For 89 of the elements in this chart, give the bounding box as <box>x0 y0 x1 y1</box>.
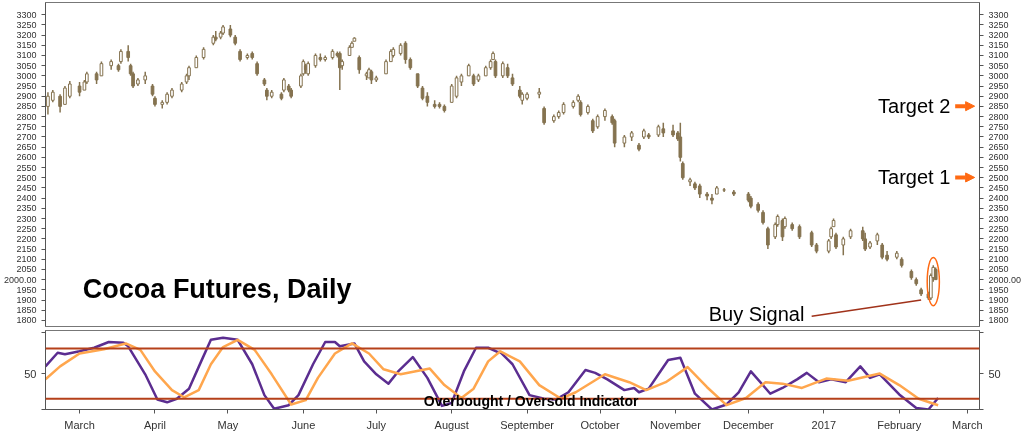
y2-tick-label: 2450 <box>988 182 1009 193</box>
y2-tick-label: 2100 <box>988 254 1009 265</box>
y-tick-label: 3150 <box>16 40 37 51</box>
y2-tick-label: 2150 <box>988 244 1009 255</box>
candlestick <box>357 54 362 75</box>
y-tick-label: 2950 <box>16 81 37 92</box>
y2-tick-label: 2750 <box>988 121 1009 132</box>
y-tick-label: 2900 <box>16 91 37 102</box>
x-tick-label: December <box>723 418 775 431</box>
candlestick <box>766 225 770 250</box>
y-tick-label: 1850 <box>16 305 37 316</box>
y-tick-label: 3050 <box>16 60 37 71</box>
candlestick <box>680 160 685 181</box>
y-tick-label: 2250 <box>16 223 37 234</box>
annotation: Target 1 <box>878 166 951 189</box>
y2-tick-label: 3150 <box>988 40 1009 51</box>
y2-tick-label: 3250 <box>988 19 1009 30</box>
y2-tick-label: 2900 <box>988 91 1009 102</box>
y-tick-label: 2000.00 <box>3 274 37 285</box>
y2-tick-label: 1900 <box>988 295 1009 306</box>
y2-tick-label: 2250 <box>988 223 1009 234</box>
text: 50 <box>24 367 37 380</box>
y2-tick-label: 1950 <box>988 284 1009 295</box>
y-tick-label: 2300 <box>16 213 37 224</box>
text: Cocoa Futures, Daily <box>82 273 352 304</box>
y-tick-label: 2500 <box>16 172 37 183</box>
y2-tick-label: 2500 <box>988 172 1009 183</box>
y-tick-label: 2600 <box>16 152 37 163</box>
y-tick-label: 2050 <box>16 264 37 275</box>
y2-tick-label: 2300 <box>988 213 1009 224</box>
x-tick-label: March <box>64 418 95 431</box>
y-tick-label: 3250 <box>16 19 37 30</box>
y-tick-label: 2100 <box>16 254 37 265</box>
y2-tick-label: 2800 <box>988 111 1009 122</box>
y-tick-label: 2400 <box>16 193 37 204</box>
y2-tick-label: 3200 <box>988 30 1009 41</box>
x-tick-label: November <box>650 418 702 431</box>
y-tick-label: 3200 <box>16 30 37 41</box>
y-tick-label: 2200 <box>16 233 37 244</box>
y2-tick-label: 1850 <box>988 305 1009 316</box>
y-tick-label: 2450 <box>16 182 37 193</box>
x-tick-label: August <box>434 418 469 431</box>
x-tick-label: 2017 <box>811 418 837 431</box>
y2-tick-label: 3050 <box>988 60 1009 71</box>
annotation: Target 2 <box>878 95 951 118</box>
candlestick <box>403 40 408 65</box>
candlestick <box>454 75 459 100</box>
candlestick <box>542 105 546 126</box>
candlestick <box>612 117 617 148</box>
y2-tick-label: 3000 <box>988 70 1009 81</box>
y-tick-label: 3300 <box>16 9 37 20</box>
x-tick-label: February <box>877 418 922 431</box>
y2-tick-label: 2350 <box>988 203 1009 214</box>
x-tick-label: October <box>580 418 620 431</box>
y-tick-label: 3100 <box>16 50 37 61</box>
y-tick-label: 2850 <box>16 101 37 112</box>
y2-tick-label: 1800 <box>988 315 1009 326</box>
y-tick-label: 2550 <box>16 162 37 173</box>
y-tick-label: 1950 <box>16 284 37 295</box>
y2-tick-label: 2650 <box>988 142 1009 153</box>
y2-tick-label: 3100 <box>988 50 1009 61</box>
y-tick-label: 2150 <box>16 244 37 255</box>
y-tick-label: 2700 <box>16 131 37 142</box>
y2-tick-label: 2200 <box>988 233 1009 244</box>
y-tick-label: 1900 <box>16 295 37 306</box>
text: 50 <box>988 367 1001 380</box>
x-tick-label: July <box>366 418 387 431</box>
y-tick-label: 2750 <box>16 121 37 132</box>
annotation: Buy Signal <box>708 303 805 326</box>
y2-tick-label: 2600 <box>988 152 1009 163</box>
y2-tick-label: 2050 <box>988 264 1009 275</box>
x-tick-label: June <box>291 418 316 431</box>
y-tick-label: 1800 <box>16 315 37 326</box>
y-tick-label: 2800 <box>16 111 37 122</box>
y2-tick-label: 3300 <box>988 9 1009 20</box>
y-tick-label: 2650 <box>16 142 37 153</box>
x-tick-label: March <box>952 418 983 431</box>
y-tick-label: 3000 <box>16 70 37 81</box>
y2-tick-label: 2000.00 <box>988 274 1022 285</box>
y2-tick-label: 2700 <box>988 131 1009 142</box>
y2-tick-label: 2550 <box>988 162 1009 173</box>
x-tick-label: September <box>500 418 555 431</box>
y2-tick-label: 2950 <box>988 81 1009 92</box>
x-tick-label: April <box>143 418 166 431</box>
y-tick-label: 2350 <box>16 203 37 214</box>
candlestick <box>841 236 846 256</box>
y2-tick-label: 2400 <box>988 193 1009 204</box>
y2-tick-label: 2850 <box>988 101 1009 112</box>
x-tick-label: May <box>217 418 239 431</box>
